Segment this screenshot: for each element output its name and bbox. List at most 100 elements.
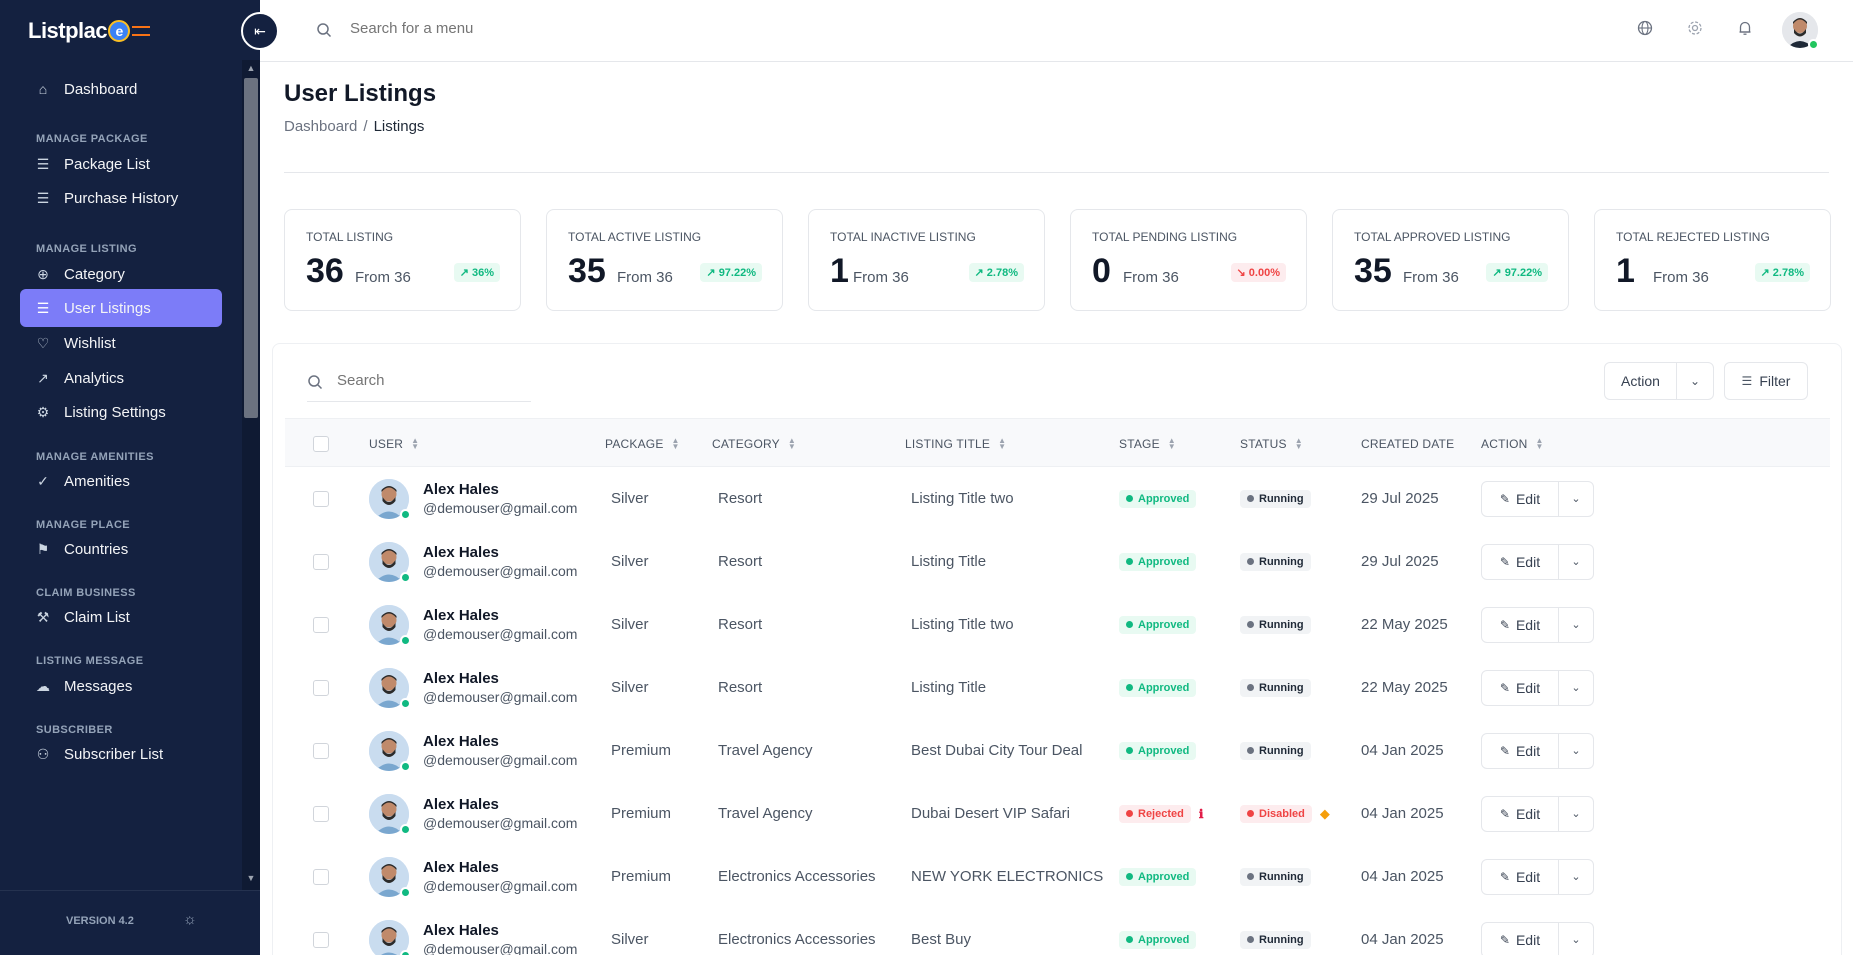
bulk-action-dropdown[interactable]: Action ⌄ xyxy=(1604,362,1714,400)
sidebar-item-dashboard[interactable]: ⌂ Dashboard xyxy=(20,70,222,108)
row-checkbox[interactable] xyxy=(313,616,329,633)
warning-icon[interactable]: ◆ xyxy=(1319,805,1330,821)
sidebar-item-analytics[interactable]: ↗ Analytics xyxy=(20,359,222,397)
status-cell: Running xyxy=(1240,719,1311,782)
sort-icon[interactable]: ▲ ▼ xyxy=(411,435,420,451)
table-row[interactable]: Alex Hales @demouser@gmail.com Silver Elect… xyxy=(285,908,1830,955)
row-checkbox[interactable] xyxy=(313,805,329,822)
row-actions-dropdown[interactable]: ⌄ xyxy=(1559,671,1593,705)
row-actions-dropdown[interactable]: ⌄ xyxy=(1559,608,1593,642)
table-row[interactable]: Alex Hales @demouser@gmail.com Premium Trav… xyxy=(285,782,1830,845)
edit-button[interactable]: ✎ Edit xyxy=(1482,859,1559,894)
online-status-dot xyxy=(400,634,411,646)
pencil-icon: ✎ xyxy=(1499,806,1510,821)
table-row[interactable]: Alex Hales @demouser@gmail.com Silver Resor… xyxy=(285,467,1830,530)
filter-button[interactable]: ☰ Filter xyxy=(1724,362,1808,400)
table-row[interactable]: Alex Hales @demouser@gmail.com Premium Trav… xyxy=(285,719,1830,782)
stage-cell: Approved xyxy=(1119,845,1197,908)
sidebar-item-amenities[interactable]: ✓ Amenities xyxy=(20,462,222,500)
sort-icon[interactable]: ▲ ▼ xyxy=(787,435,796,451)
sort-icon[interactable]: ▲ ▼ xyxy=(1535,435,1544,451)
row-checkbox[interactable] xyxy=(313,931,329,948)
user-avatar[interactable] xyxy=(369,478,411,520)
sidebar-item-user-listings[interactable]: ☰ User Listings xyxy=(20,289,222,327)
category-cell: Electronics Accessories xyxy=(718,868,876,885)
table-search-input[interactable] xyxy=(337,372,487,389)
sort-icon[interactable]: ▲ ▼ xyxy=(671,435,680,451)
edit-button[interactable]: ✎ Edit xyxy=(1482,733,1559,768)
sidebar-item-listing-settings[interactable]: ⚙ Listing Settings xyxy=(20,393,222,431)
sidebar-item-category[interactable]: ⊕ Category xyxy=(20,255,222,293)
column-header-created-date[interactable]: CREATED DATE xyxy=(1361,419,1454,468)
edit-button[interactable]: ✎ Edit xyxy=(1482,670,1559,705)
sidebar-item-package-list[interactable]: ☰ Package List xyxy=(20,145,222,183)
user-avatar[interactable] xyxy=(369,541,411,583)
menu-search-input[interactable] xyxy=(350,20,650,37)
sidebar-item-wishlist[interactable]: ♡ Wishlist xyxy=(20,324,222,362)
gear-icon[interactable] xyxy=(1684,20,1706,41)
row-checkbox[interactable] xyxy=(313,553,329,570)
column-header-status[interactable]: STATUS ▲ ▼ xyxy=(1240,419,1303,468)
status-label: Running xyxy=(1259,933,1304,946)
globe-icon[interactable] xyxy=(1634,20,1656,41)
status-label: Running xyxy=(1259,618,1304,631)
user-avatar[interactable] xyxy=(369,730,411,772)
column-header-package[interactable]: PACKAGE ▲ ▼ xyxy=(605,419,680,468)
user-avatar[interactable] xyxy=(369,919,411,955)
edit-button[interactable]: ✎ Edit xyxy=(1482,922,1559,955)
row-checkbox[interactable] xyxy=(313,490,329,507)
table-row[interactable]: Alex Hales @demouser@gmail.com Silver Resor… xyxy=(285,593,1830,656)
column-header-action[interactable]: ACTION ▲ ▼ xyxy=(1481,419,1544,468)
column-header-label: PACKAGE xyxy=(605,436,664,451)
column-header-user[interactable]: USER ▲ ▼ xyxy=(369,419,419,468)
scroll-down-icon[interactable]: ▼ xyxy=(246,873,256,883)
brand-logo[interactable]: Listplac e xyxy=(28,18,151,44)
sort-icon[interactable]: ▲ ▼ xyxy=(1167,435,1176,451)
table-row[interactable]: Alex Hales @demouser@gmail.com Premium Elec… xyxy=(285,845,1830,908)
stat-label: TOTAL INACTIVE LISTING xyxy=(830,230,976,244)
chevron-down-icon[interactable]: ⌄ xyxy=(1689,374,1701,388)
row-actions-dropdown[interactable]: ⌄ xyxy=(1559,734,1593,768)
info-icon[interactable]: ℹ xyxy=(1198,806,1204,821)
edit-button[interactable]: ✎ Edit xyxy=(1482,544,1559,579)
edit-button[interactable]: ✎ Edit xyxy=(1482,796,1559,831)
bell-icon[interactable] xyxy=(1734,20,1756,41)
row-actions-dropdown[interactable]: ⌄ xyxy=(1559,860,1593,894)
sidebar-item-messages[interactable]: ☁ Messages xyxy=(20,667,222,705)
column-header-listing-title[interactable]: LISTING TITLE ▲ ▼ xyxy=(905,419,1006,468)
row-actions-dropdown[interactable]: ⌄ xyxy=(1559,545,1593,579)
status-cell: Disabled ◆ xyxy=(1240,782,1330,845)
row-actions-dropdown[interactable]: ⌄ xyxy=(1559,482,1593,516)
stat-value: 36 xyxy=(306,252,344,290)
column-header-category[interactable]: CATEGORY ▲ ▼ xyxy=(712,419,796,468)
sidebar-item-purchase-history[interactable]: ☰ Purchase History xyxy=(20,179,222,217)
row-checkbox[interactable] xyxy=(313,679,329,696)
user-avatar[interactable] xyxy=(369,856,411,898)
sidebar-item-claim-list[interactable]: ⚒ Claim List xyxy=(20,598,222,636)
user-email: @demouser@gmail.com xyxy=(423,626,578,642)
row-actions-dropdown[interactable]: ⌄ xyxy=(1559,797,1593,831)
edit-button[interactable]: ✎ Edit xyxy=(1482,481,1559,516)
user-avatar[interactable] xyxy=(369,667,411,709)
sort-icon[interactable]: ▲ ▼ xyxy=(998,435,1007,451)
speed-lines-icon xyxy=(132,26,151,36)
select-all-checkbox[interactable] xyxy=(313,435,329,452)
row-checkbox[interactable] xyxy=(313,868,329,885)
row-actions-dropdown[interactable]: ⌄ xyxy=(1559,923,1593,955)
sidebar-scrollbar-thumb[interactable] xyxy=(244,78,258,418)
user-avatar[interactable] xyxy=(1782,12,1818,48)
table-row[interactable]: Alex Hales @demouser@gmail.com Silver Resor… xyxy=(285,656,1830,719)
edit-button[interactable]: ✎ Edit xyxy=(1482,607,1559,642)
user-avatar[interactable] xyxy=(369,604,411,646)
sidebar-item-subscriber-list[interactable]: ⚇ Subscriber List xyxy=(20,735,222,773)
scroll-up-icon[interactable]: ▲ xyxy=(246,63,256,73)
sidebar-item-countries[interactable]: ⚑ Countries xyxy=(20,530,222,568)
table-row[interactable]: Alex Hales @demouser@gmail.com Silver Resor… xyxy=(285,530,1830,593)
breadcrumb-dashboard-link[interactable]: Dashboard xyxy=(284,118,358,135)
collapse-sidebar-button[interactable]: ⇤ xyxy=(241,12,279,50)
sun-icon[interactable]: ☼ xyxy=(183,911,197,928)
user-avatar[interactable] xyxy=(369,793,411,835)
column-header-stage[interactable]: STAGE ▲ ▼ xyxy=(1119,419,1176,468)
sort-icon[interactable]: ▲ ▼ xyxy=(1294,435,1303,451)
row-checkbox[interactable] xyxy=(313,742,329,759)
